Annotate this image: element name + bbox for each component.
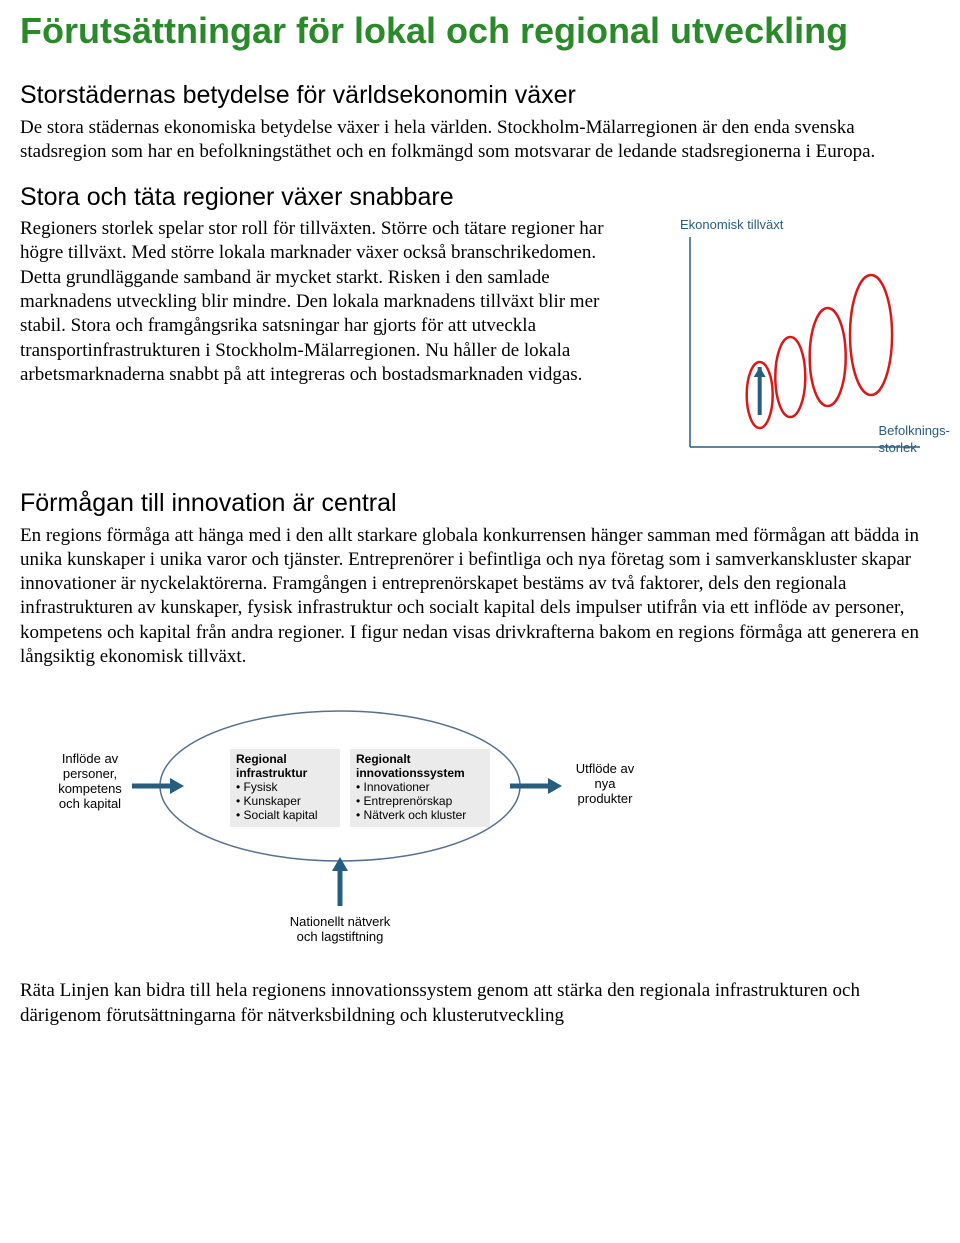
svg-text:• Innovationer: • Innovationer: [356, 780, 430, 794]
svg-text:infrastruktur: infrastruktur: [236, 766, 308, 780]
svg-text:Regional: Regional: [236, 752, 287, 766]
section2-heading: Stora och täta regioner växer snabbare: [20, 181, 940, 214]
svg-text:Nationellt nätverk: Nationellt nätverk: [290, 914, 391, 929]
svg-text:• Nätverk och kluster: • Nätverk och kluster: [356, 808, 466, 822]
svg-text:• Socialt kapital: • Socialt kapital: [236, 808, 318, 822]
innovation-flow-diagram: Inflöde avpersoner,kompetensoch kapital R…: [20, 691, 940, 951]
svg-text:och kapital: och kapital: [59, 796, 121, 811]
closing-paragraph: Räta Linjen kan bidra till hela regionen…: [20, 979, 940, 1028]
svg-text:personer,: personer,: [63, 766, 117, 781]
chart-y-label: Ekonomisk tillväxt: [680, 217, 783, 234]
svg-text:kompetens: kompetens: [58, 781, 122, 796]
svg-text:Regionalt: Regionalt: [356, 752, 411, 766]
chart-x-label: Befolknings- storlek: [878, 423, 950, 457]
svg-text:• Entreprenörskap: • Entreprenörskap: [356, 794, 453, 808]
svg-text:Inflöde av: Inflöde av: [62, 751, 119, 766]
svg-text:produkter: produkter: [578, 791, 634, 806]
section3-body: En regions förmåga att hänga med i den a…: [20, 524, 940, 670]
section1-heading: Storstädernas betydelse för världsekonom…: [20, 79, 940, 112]
section2-body: Regioners storlek spelar stor roll för t…: [20, 217, 632, 387]
svg-text:Utflöde av: Utflöde av: [576, 761, 635, 776]
section1-body: De stora städernas ekonomiska betydelse …: [20, 116, 940, 165]
svg-text:• Fysisk: • Fysisk: [236, 780, 279, 794]
svg-text:nya: nya: [595, 776, 617, 791]
svg-text:innovationssystem: innovationssystem: [356, 766, 465, 780]
growth-chart: Ekonomisk tillväxt Befolknings- storlek: [650, 217, 940, 477]
page-title: Förutsättningar för lokal och regional u…: [20, 10, 940, 51]
section3-heading: Förmågan till innovation är central: [20, 487, 940, 520]
svg-text:och lagstiftning: och lagstiftning: [297, 929, 384, 944]
svg-text:• Kunskaper: • Kunskaper: [236, 794, 301, 808]
